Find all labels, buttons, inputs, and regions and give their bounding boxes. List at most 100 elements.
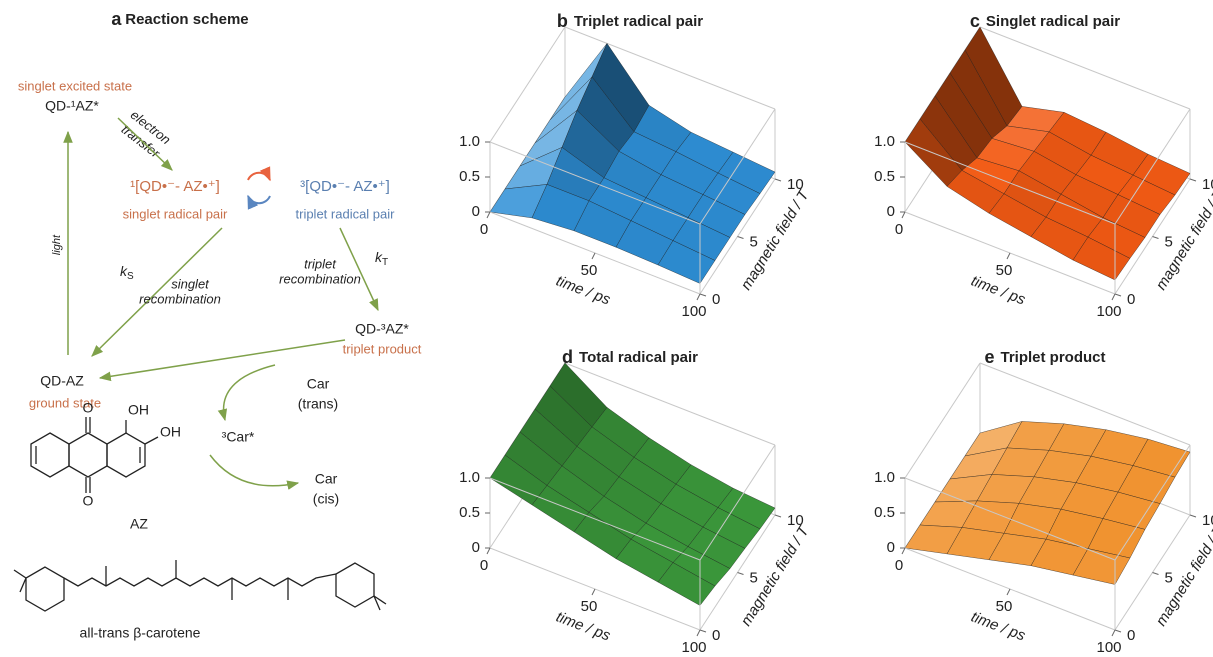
species: QD-AZ [40, 373, 84, 389]
panel-title: a Reaction scheme [111, 9, 248, 29]
state-label: singlet excited state [18, 78, 132, 93]
anthraquinone-structure [31, 417, 158, 493]
x-tick [1007, 253, 1010, 259]
y-axis-label: magnetic field / T [1153, 522, 1213, 629]
z-tick-label: 0.5 [874, 168, 895, 185]
species: QD-³AZ* [355, 321, 409, 337]
x-tick-label: 0 [895, 221, 903, 238]
species: ¹[QD•⁻- AZ•⁺] [130, 178, 220, 195]
species: Car [307, 376, 330, 392]
x-tick [1007, 589, 1010, 595]
y-tick [700, 294, 706, 296]
x-tick-label: 100 [681, 303, 706, 320]
x-tick-label: 50 [996, 262, 1013, 279]
panel-letter: d [562, 347, 573, 367]
y-tick [1190, 515, 1196, 517]
x-tick [902, 212, 905, 218]
z-tick-label: 0 [887, 203, 895, 220]
panel-title: d Total radical pair [562, 347, 698, 367]
x-tick-label: 100 [1096, 303, 1121, 320]
z-tick-label: 0.5 [459, 504, 480, 521]
interconversion-arrow [248, 196, 270, 203]
y-tick-label: 5 [750, 569, 758, 586]
panel-title: c Singlet radical pair [970, 11, 1120, 31]
process-label: light [51, 234, 63, 255]
surface-plot: 00.51.00501000510time / psmagnetic field… [874, 347, 1213, 656]
x-tick [592, 253, 595, 259]
y-tick [738, 237, 744, 239]
y-tick [1115, 294, 1121, 296]
panel-title-text: Triplet product [1001, 349, 1106, 366]
panel-title: e Triplet product [984, 347, 1105, 367]
rate-constant: kT [375, 249, 388, 268]
surface-plot: 00.51.00501000510time / psmagnetic field… [459, 347, 813, 656]
x-tick [487, 548, 490, 554]
process-label: singlet [171, 276, 210, 291]
atom-label: OH [128, 402, 149, 418]
y-tick-label: 0 [1127, 627, 1135, 644]
species: QD-¹AZ* [45, 98, 99, 114]
species: Car [315, 471, 338, 487]
x-tick [697, 294, 700, 300]
x-tick [697, 630, 700, 636]
y-tick-label: 5 [750, 233, 758, 250]
arrow [100, 340, 345, 378]
y-tick [700, 630, 706, 632]
state-label: triplet product [343, 341, 422, 356]
y-tick-label: 5 [1165, 569, 1173, 586]
panel-letter: c [970, 11, 980, 31]
arrow [224, 365, 275, 420]
y-tick-label: 0 [712, 291, 720, 308]
panel-letter: b [557, 11, 568, 31]
x-tick [487, 212, 490, 218]
species: (trans) [298, 396, 338, 412]
y-tick [1115, 630, 1121, 632]
process-label: recombination [279, 271, 361, 286]
y-tick-label: 0 [712, 627, 720, 644]
z-tick-label: 0 [472, 203, 480, 220]
y-tick [1153, 573, 1159, 575]
x-tick-label: 50 [581, 598, 598, 615]
atom-label: O [83, 493, 94, 509]
y-tick [1190, 179, 1196, 181]
z-tick-label: 0 [887, 539, 895, 556]
z-tick-label: 0 [472, 539, 480, 556]
species: (cis) [313, 491, 339, 507]
y-tick-label: 5 [1165, 233, 1173, 250]
y-tick [775, 515, 781, 517]
x-tick [1112, 630, 1115, 636]
interconversion-arrow [248, 173, 270, 180]
x-tick [1112, 294, 1115, 300]
x-tick-label: 50 [581, 262, 598, 279]
compound-label: AZ [130, 516, 148, 532]
process-label: recombination [139, 291, 221, 306]
z-tick-label: 1.0 [874, 469, 895, 486]
state-label: triplet radical pair [296, 206, 396, 221]
panel-title-text: Singlet radical pair [986, 13, 1120, 30]
y-tick [1153, 237, 1159, 239]
z-tick-label: 1.0 [459, 469, 480, 486]
arrow [210, 455, 298, 486]
arrow [340, 228, 378, 310]
compound-label: all-trans β-carotene [80, 625, 201, 641]
panel-title-text: Total radical pair [579, 349, 698, 366]
z-tick-label: 1.0 [459, 133, 480, 150]
x-tick-label: 50 [996, 598, 1013, 615]
species: ³Car* [222, 429, 255, 445]
reaction-scheme: a Reaction scheme singlet excited state … [14, 9, 422, 641]
atom-label: OH [160, 424, 181, 440]
z-tick-label: 0.5 [874, 504, 895, 521]
figure: a Reaction scheme singlet excited state … [0, 0, 1213, 657]
rate-constant: kS [120, 263, 134, 282]
z-tick-label: 0.5 [459, 168, 480, 185]
panel-letter: e [984, 347, 994, 367]
x-tick-label: 100 [681, 639, 706, 656]
state-label: singlet radical pair [123, 206, 228, 221]
x-tick-label: 0 [480, 221, 488, 238]
species: ³[QD•⁻- AZ•⁺] [300, 178, 390, 195]
y-tick-label: 0 [1127, 291, 1135, 308]
z-tick-label: 1.0 [874, 133, 895, 150]
atom-label: O [83, 400, 94, 416]
